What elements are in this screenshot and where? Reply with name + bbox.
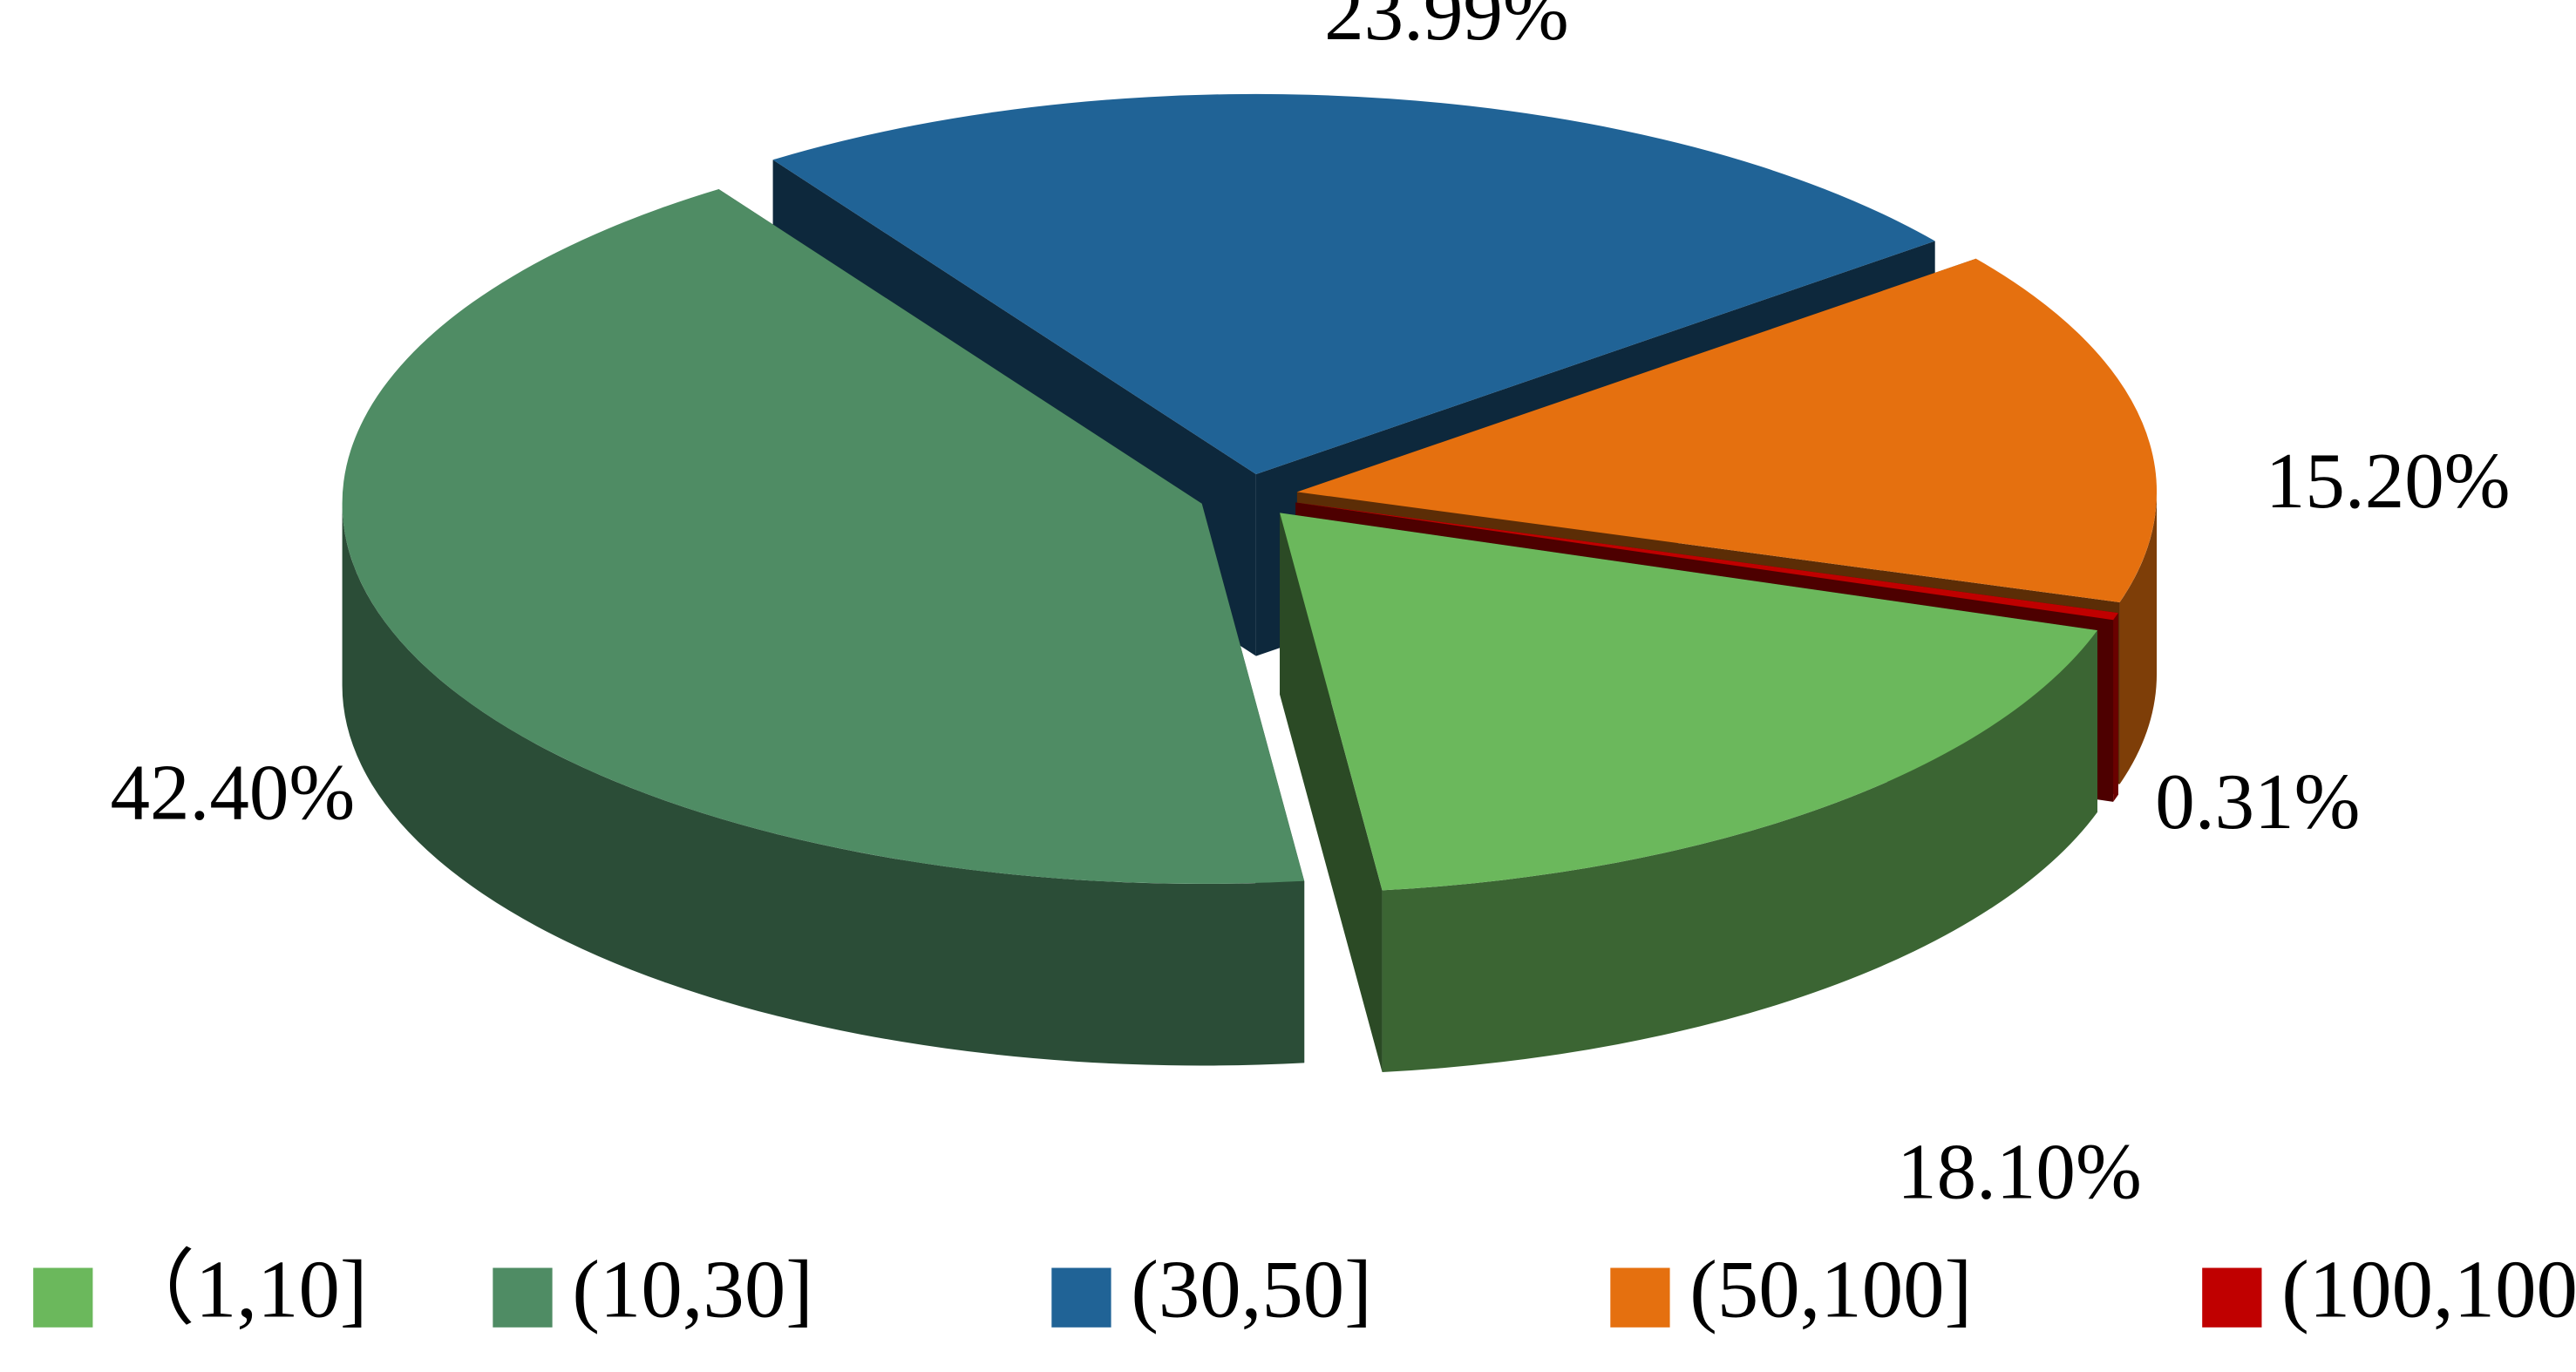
legend-swatch <box>1610 1267 1670 1328</box>
legend-swatch <box>33 1267 93 1328</box>
slice-outer-wall <box>2119 492 2158 784</box>
legend-swatch <box>2202 1267 2262 1328</box>
slice <box>1296 258 2158 603</box>
legend-label: (30,50] <box>1131 1243 1371 1335</box>
slice <box>1295 502 2118 621</box>
legend-label: (10,30] <box>572 1243 812 1335</box>
slice <box>1280 513 2097 891</box>
slice-outer-wall <box>1382 630 2097 1073</box>
data-label: 42.40% <box>111 748 356 836</box>
legend-label: (50,100] <box>1689 1243 1972 1335</box>
slice-tops <box>342 93 2158 891</box>
slice-outer-wall <box>2113 613 2118 802</box>
data-label: 18.10% <box>1897 1128 2142 1216</box>
data-label: 15.20% <box>2266 437 2511 525</box>
slice <box>772 93 1935 475</box>
slice <box>342 188 1305 884</box>
slice-radial-wall <box>1280 513 1383 1073</box>
legend-swatch <box>1051 1267 1111 1328</box>
legend-swatch <box>493 1267 553 1328</box>
legend-label: (100,1000] <box>2281 1243 2576 1335</box>
data-label: 0.31% <box>2155 757 2360 846</box>
legend-label: （1,10] <box>112 1243 367 1335</box>
slice-outer-wall <box>342 503 1305 1066</box>
data-label: 23.99% <box>1324 0 1569 57</box>
